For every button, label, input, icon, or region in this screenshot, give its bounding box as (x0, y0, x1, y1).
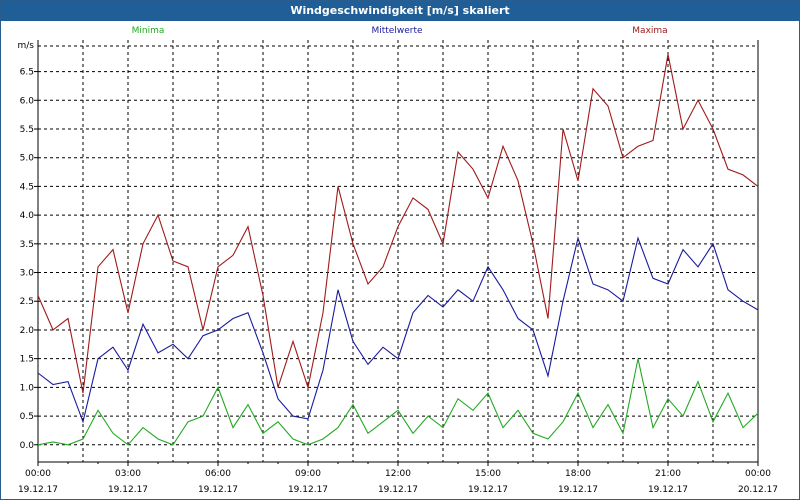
y-tick-label: 0.0 (20, 441, 35, 451)
y-tick-label: 3.0 (20, 269, 35, 279)
y-tick-label: 2.0 (20, 326, 35, 336)
y-tick-label: 5.0 (20, 154, 35, 164)
x-tick-time: 21:00 (655, 469, 681, 479)
y-tick-label: 3.5 (20, 240, 34, 250)
x-tick-date: 19.12.17 (648, 485, 688, 495)
x-tick-time: 03:00 (115, 469, 141, 479)
x-tick-time: 00:00 (25, 469, 51, 479)
x-tick-time: 06:00 (205, 469, 231, 479)
x-tick-date: 19.12.17 (18, 485, 58, 495)
legend-minima: Minima (132, 26, 165, 36)
y-tick-label: 1.0 (20, 383, 35, 393)
y-tick-label: 6.0 (20, 96, 35, 106)
y-tick-label: 0.5 (20, 412, 34, 422)
series-line-minima (37, 358, 759, 446)
series-line-maxima (37, 54, 759, 394)
x-tick-date: 19.12.17 (468, 485, 508, 495)
x-tick-date: 19.12.17 (558, 485, 598, 495)
y-tick-label: 4.0 (20, 211, 35, 221)
x-tick-time: 00:00 (745, 469, 771, 479)
window-title: Windgeschwindigkeit [m/s] skaliert (1, 1, 799, 21)
legend-mittelwerte: Mittelwerte (371, 26, 422, 36)
y-axis-label: m/s (18, 41, 35, 51)
series-line-mittelwerte (37, 236, 759, 424)
x-tick-date: 19.12.17 (108, 485, 148, 495)
x-tick-time: 18:00 (565, 469, 591, 479)
x-tick-time: 09:00 (295, 469, 321, 479)
y-tick-label: 2.5 (20, 297, 34, 307)
y-tick-label: 1.5 (20, 355, 34, 365)
y-tick-label: 4.5 (20, 182, 34, 192)
axes: 0.0 0.5 1.0 1.5 2.0 2.5 3.0 3.5 4.0 4.5 5.0 5.5 6.0 6… (18, 40, 778, 495)
x-tick-date: 20.12.17 (738, 485, 778, 495)
x-tick-date: 19.12.17 (288, 485, 328, 495)
legend-maxima: Maxima (632, 26, 667, 36)
series-lines (37, 54, 759, 446)
grid (38, 40, 758, 462)
y-tick-label: 6.5 (20, 68, 34, 78)
x-tick-date: 19.12.17 (378, 485, 418, 495)
x-tick-time: 15:00 (475, 469, 501, 479)
x-tick-date: 19.12.17 (198, 485, 238, 495)
legend: Minima Mittelwerte Maxima (132, 26, 668, 36)
y-tick-label: 5.5 (20, 125, 34, 135)
x-tick-time: 12:00 (385, 469, 411, 479)
